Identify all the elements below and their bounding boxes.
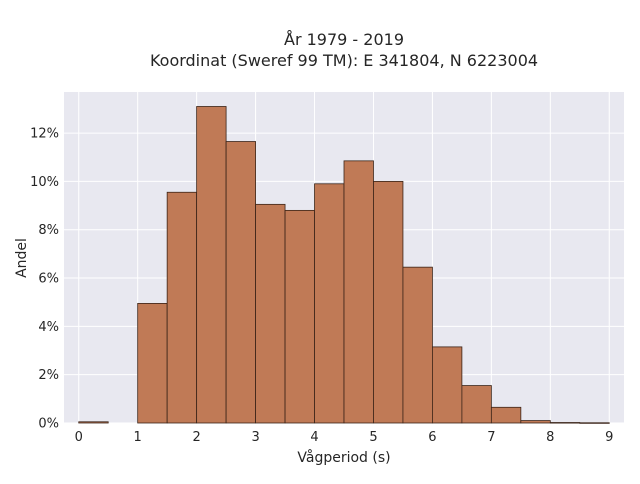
histogram-bar [284, 209, 315, 424]
histogram-bar [490, 406, 522, 424]
histogram-bar [225, 141, 256, 424]
histogram-bar [373, 180, 404, 424]
x-tick-label: 1 [134, 430, 142, 445]
x-tick-label: 7 [487, 430, 495, 445]
histogram-bar [78, 421, 109, 424]
histogram-bar [402, 266, 433, 424]
histogram-bar [579, 422, 610, 424]
x-tick-label: 2 [192, 430, 200, 445]
chart-subtitle: Koordinat (Sweref 99 TM): E 341804, N 62… [150, 51, 538, 70]
x-tick-label: 5 [369, 430, 377, 445]
x-tick-label: 8 [546, 430, 554, 445]
histogram-bar [520, 420, 551, 424]
histogram-bar [137, 303, 168, 424]
x-axis-ticks: 0 1 2 3 4 5 6 7 8 9 [75, 430, 614, 445]
histogram-bar [166, 191, 198, 424]
x-tick-label: 6 [428, 430, 436, 445]
x-tick-label: 3 [251, 430, 259, 445]
y-tick-label: 6% [38, 272, 59, 287]
y-tick-label: 12% [30, 127, 59, 142]
y-axis-ticks: 0% 2% 4% 6% 8% 10% 12% [30, 127, 59, 432]
histogram-bar [432, 346, 463, 424]
y-tick-label: 8% [38, 223, 59, 238]
histogram-bar [314, 183, 345, 424]
y-tick-label: 2% [38, 368, 59, 383]
x-axis-label: Vågperiod (s) [297, 449, 390, 466]
histogram-bar [461, 385, 492, 424]
y-axis-label: Andel [14, 238, 30, 278]
y-tick-label: 4% [38, 320, 59, 335]
x-tick-label: 9 [605, 430, 613, 445]
histogram-bar [343, 160, 374, 424]
bars [78, 106, 610, 424]
y-tick-label: 0% [38, 417, 59, 432]
histogram-bar [196, 106, 227, 424]
histogram-bar [255, 203, 286, 424]
x-tick-label: 0 [75, 430, 83, 445]
x-tick-label: 4 [310, 430, 318, 445]
histogram-bar [549, 422, 581, 424]
y-tick-label: 10% [30, 175, 59, 190]
chart-title: År 1979 - 2019 [284, 30, 404, 49]
